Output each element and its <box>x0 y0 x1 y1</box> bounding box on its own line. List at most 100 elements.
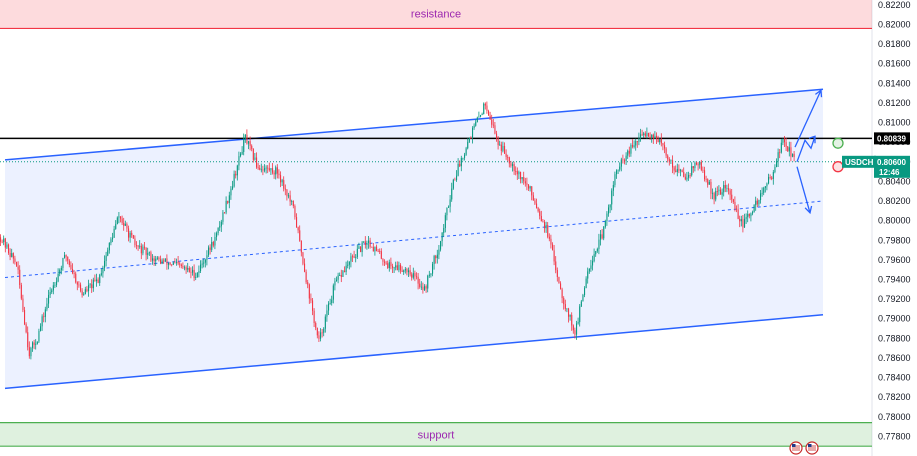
candle-body <box>475 121 477 126</box>
candle-body <box>579 306 581 323</box>
candle-body <box>267 167 269 169</box>
up-arrow[interactable] <box>794 88 823 148</box>
us-flag-event-icon[interactable] <box>805 441 819 455</box>
candle-body <box>464 154 466 158</box>
resistance-zone[interactable] <box>0 0 872 29</box>
candle-body <box>534 200 536 204</box>
candle-body <box>336 279 338 282</box>
candle-body <box>219 226 221 228</box>
us-flag-event-icon[interactable] <box>789 441 803 455</box>
candle-body <box>318 335 320 339</box>
candle-body <box>473 125 475 128</box>
candle-body <box>166 258 168 265</box>
candle-body <box>769 177 771 178</box>
candle-body <box>598 239 600 250</box>
candle-body <box>248 141 250 144</box>
candle-body <box>484 103 486 106</box>
candle-body <box>678 168 680 171</box>
candle-body <box>510 163 512 166</box>
candle-body <box>22 298 24 311</box>
channel-mid-line[interactable] <box>4 200 824 279</box>
candle-body <box>692 166 694 169</box>
candle-body <box>694 162 696 169</box>
candle-body <box>672 160 674 168</box>
candle-body <box>459 163 461 167</box>
candle-body <box>196 272 198 278</box>
candle-body <box>297 227 299 231</box>
candle-body <box>707 179 709 185</box>
candle-body <box>772 172 774 179</box>
candle-body <box>134 238 136 246</box>
candle-body <box>480 115 482 117</box>
candle-body <box>752 212 754 214</box>
candle-body <box>766 183 768 187</box>
candle-body <box>630 144 632 154</box>
candle-body <box>211 242 213 250</box>
candle-body <box>185 267 187 270</box>
candle-body <box>238 156 240 166</box>
candle-body <box>518 171 520 175</box>
candle-body <box>265 167 267 169</box>
candle-body <box>368 240 370 243</box>
support-zone[interactable] <box>0 422 872 447</box>
candle-body <box>339 275 341 276</box>
candle-body <box>228 195 230 203</box>
candle-body <box>512 164 514 166</box>
candle-body <box>97 279 99 283</box>
candle-body <box>604 221 606 227</box>
candle-body <box>420 286 422 288</box>
candle-body <box>763 188 765 193</box>
candle-body <box>542 221 544 223</box>
candle-body <box>564 304 566 309</box>
candle-body <box>734 201 736 209</box>
candle-body <box>790 147 792 157</box>
candle-body <box>649 136 651 138</box>
candle-body <box>299 230 301 241</box>
channel-upper-line[interactable] <box>4 88 824 161</box>
zigzag-arrow[interactable] <box>796 135 816 163</box>
candle-body <box>563 298 565 305</box>
circle-red[interactable] <box>832 161 844 173</box>
candle-body <box>779 152 781 154</box>
candle-body <box>408 270 410 273</box>
candle-body <box>406 268 408 273</box>
candle-body <box>244 134 246 139</box>
candle-body <box>35 343 37 345</box>
candle-body <box>128 228 130 238</box>
down-arrow[interactable] <box>796 166 813 215</box>
candle-body <box>521 177 523 180</box>
candle-body <box>659 138 661 143</box>
channel-lower-line[interactable] <box>4 314 824 390</box>
candle-body <box>585 278 587 289</box>
candle-body <box>28 347 30 357</box>
candle-body <box>619 166 621 170</box>
candle-body <box>313 310 315 324</box>
candle-body <box>212 242 214 246</box>
candle-body <box>401 270 403 273</box>
candle-body <box>704 170 706 180</box>
candle-body <box>640 134 642 138</box>
candle-body <box>377 250 379 252</box>
candle-body <box>347 264 349 266</box>
candle-body <box>720 189 722 195</box>
candle-body <box>40 326 42 331</box>
candle-body <box>344 270 346 273</box>
candle-body <box>520 171 522 180</box>
circle-green[interactable] <box>832 137 844 149</box>
candle-body <box>209 247 211 250</box>
candle-body <box>115 224 117 229</box>
candle-body <box>537 207 539 212</box>
candle-body <box>70 264 72 270</box>
candle-body <box>348 261 350 265</box>
candle-body <box>372 246 374 252</box>
candle-body <box>523 177 525 182</box>
candle-body <box>400 264 402 271</box>
price-tick-label: 0.79200 <box>878 294 911 304</box>
candle-body <box>308 284 310 299</box>
candle-body <box>577 322 579 324</box>
candle-body <box>304 263 306 272</box>
candle-body <box>417 276 419 284</box>
candle-body <box>78 284 80 286</box>
candle-body <box>188 268 190 272</box>
